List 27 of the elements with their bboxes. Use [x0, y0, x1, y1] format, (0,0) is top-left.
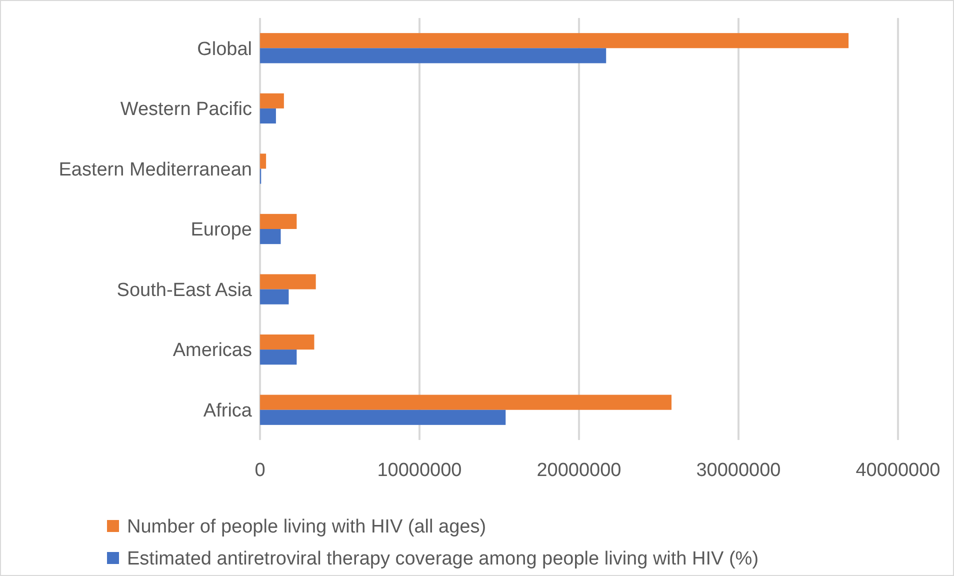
- bar: [260, 229, 281, 244]
- x-tick-label: 30000000: [696, 460, 781, 481]
- x-tick-label: 40000000: [856, 460, 940, 481]
- legend-label: Estimated antiretroviral therapy coverage among people living with HIV (%): [127, 548, 759, 570]
- y-tick-label: Americas: [172, 340, 252, 362]
- y-tick-label: Global: [197, 38, 252, 60]
- bar: [260, 48, 606, 64]
- bar: [260, 394, 672, 410]
- bar: [260, 93, 284, 108]
- bar: [260, 108, 276, 124]
- y-tick-label: South-East Asia: [116, 280, 252, 301]
- bar: [260, 274, 316, 290]
- y-tick-label: Europe: [190, 220, 252, 241]
- legend-label: Number of people living with HIV (all ages): [127, 516, 486, 538]
- bar: [260, 33, 849, 48]
- x-tick-label: 10000000: [377, 460, 462, 481]
- x-tick-label: 0: [254, 460, 266, 481]
- bar: [260, 214, 297, 229]
- y-tick-label: Africa: [203, 400, 252, 422]
- y-tick-label: Eastern Mediterranean: [58, 159, 252, 180]
- x-tick-label: 20000000: [536, 460, 622, 481]
- bar: [260, 154, 266, 169]
- bar: [260, 289, 289, 304]
- bar: [260, 334, 314, 350]
- bar: [260, 350, 297, 365]
- bar: [260, 410, 506, 425]
- y-tick-label: Western Pacific: [120, 99, 252, 120]
